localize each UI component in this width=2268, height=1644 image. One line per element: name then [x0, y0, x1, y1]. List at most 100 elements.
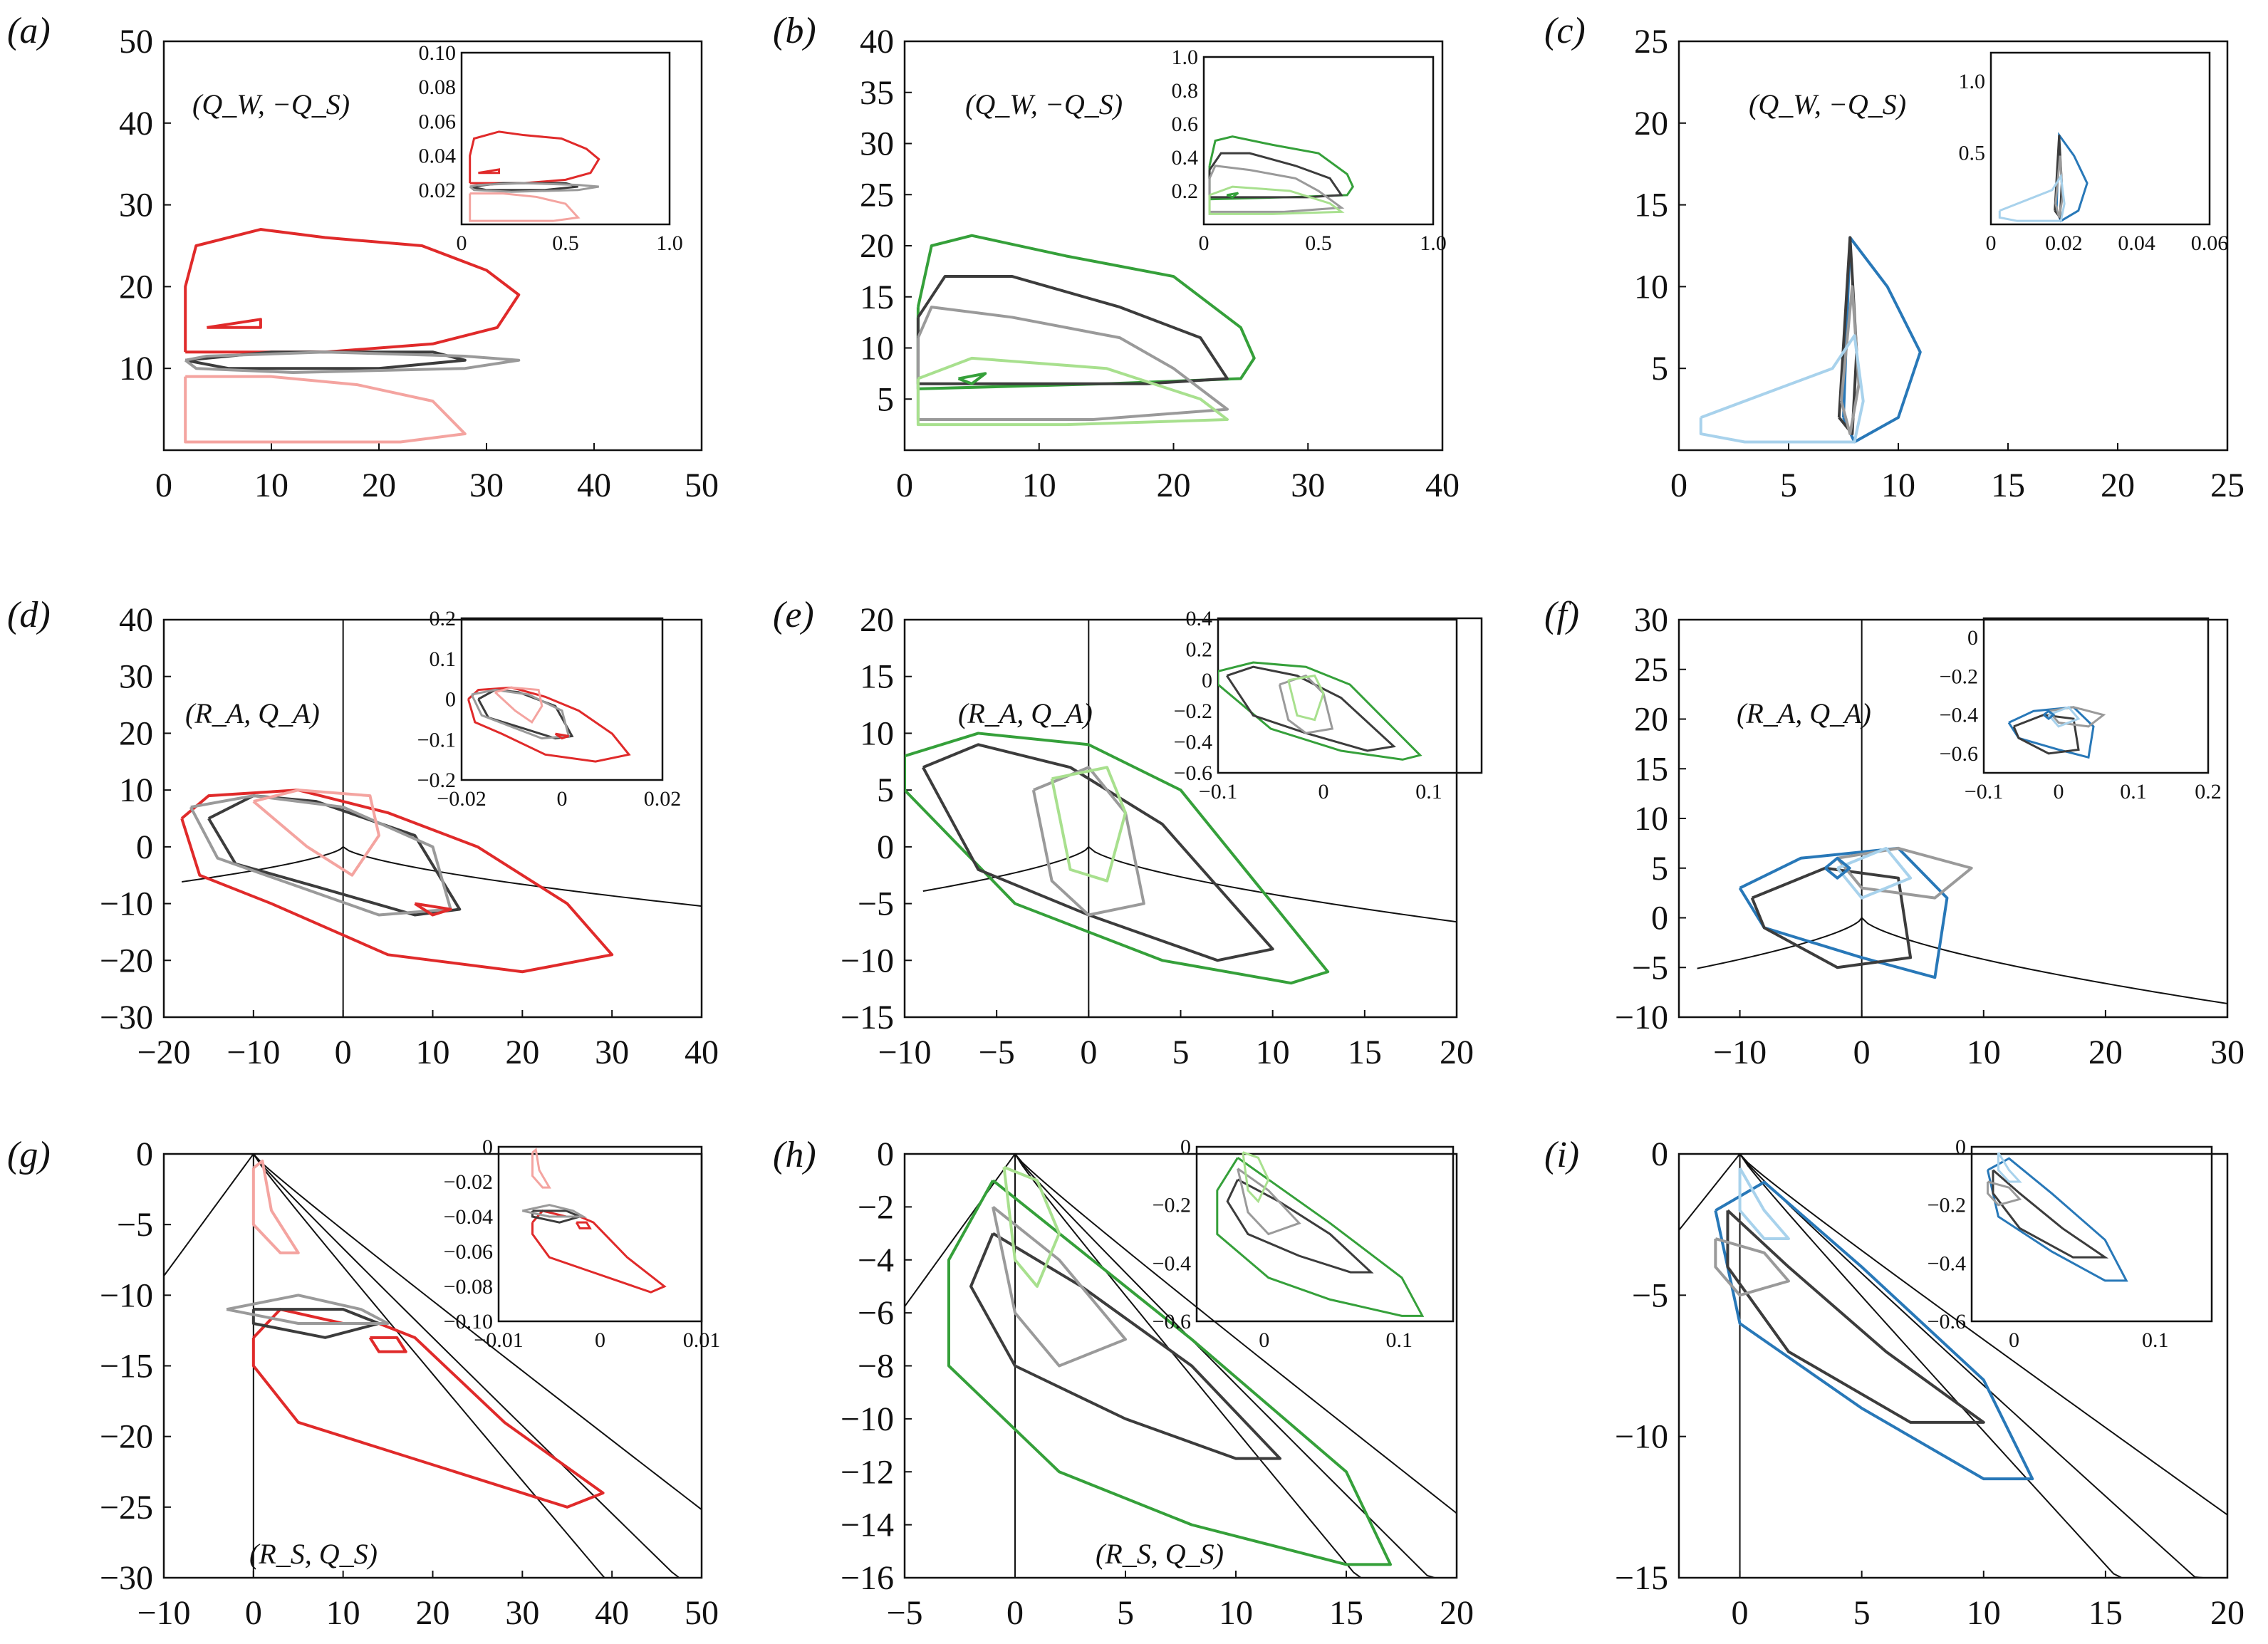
x-tick-label: 10	[1219, 1594, 1253, 1632]
x-tick-label: 20	[2210, 1594, 2244, 1632]
x-tick-label: 10	[416, 1034, 450, 1071]
series-blue-ring	[1824, 856, 1851, 880]
x-tick-label: 0	[896, 467, 913, 504]
variable-label: (R_A, Q_A)	[185, 697, 320, 729]
y-tick-label: −10	[100, 1276, 153, 1314]
inset-frame	[1217, 617, 1483, 774]
y-tick-label: −10	[841, 942, 894, 979]
y-tick-label: −8	[858, 1348, 894, 1385]
panel-a: 0 10 20 30 40 50 10 20 30 40 50 0 0.5 1.0 0.02 0.04 0.06…	[7, 11, 719, 504]
panel-c: 0 5 10 15 20 25 5 10 15 20 25 0 0.02 0.04 0.06 0.5 1.0 (c…	[1544, 11, 2244, 504]
inset-y-tick-label: 0	[1955, 1135, 1966, 1159]
inset-y-tick-label: 0.6	[1172, 113, 1199, 136]
series-lightgreen	[1050, 766, 1127, 883]
series-green-small	[957, 372, 987, 385]
inset-series-dark	[1226, 665, 1396, 752]
x-tick-label: 40	[577, 467, 611, 504]
inset-y-tick-label: 0.02	[419, 179, 457, 202]
invariant-curve-1	[1014, 1153, 1457, 1578]
invariant-curve-left	[904, 1153, 1016, 1307]
x-tick-label: 20	[1157, 467, 1191, 504]
inset-y-tick-label: −0.1	[417, 728, 456, 751]
y-tick-label: 5	[1651, 850, 1668, 888]
variable-label: (R_S, Q_S)	[249, 1538, 378, 1570]
y-tick-label: −20	[100, 1418, 153, 1456]
series-dark	[1726, 1209, 1985, 1424]
inset-x-tick-label: −0.1	[1965, 780, 2003, 803]
y-tick-label: −5	[1632, 949, 1668, 987]
x-tick-label: 30	[2210, 1034, 2244, 1071]
series-grey	[916, 306, 1229, 421]
x-tick-label: −5	[979, 1034, 1015, 1071]
y-tick-label: 30	[119, 658, 153, 696]
panel-h: −5 0 5 10 15 20 −16 −14 −12 −10 −8 −6 −4 −2 0 0 0.1 −0.6 −…	[773, 1135, 1474, 1632]
x-tick-label: 20	[2088, 1034, 2123, 1071]
x-tick-label: 10	[1881, 467, 1915, 504]
inset-y-tick-label: 0.06	[419, 110, 457, 133]
panel-label: (i)	[1544, 1135, 1579, 1175]
inset-y-tick-label: −0.6	[1153, 1310, 1191, 1333]
x-tick-label: 20	[1440, 1034, 1474, 1071]
y-tick-label: 0	[877, 1135, 894, 1173]
y-tick-label: 5	[877, 380, 894, 418]
x-tick-label: 30	[595, 1034, 629, 1071]
series-grey	[184, 350, 521, 374]
y-tick-label: 35	[860, 74, 894, 112]
x-tick-label: 10	[254, 467, 288, 504]
invariant-curve-left	[1678, 1153, 1741, 1231]
invariant-curve-left	[163, 1153, 254, 1276]
x-tick-label: 25	[2210, 467, 2244, 504]
series-blue	[1714, 1180, 2034, 1481]
inset-y-tick-label: 0	[445, 688, 456, 712]
invariant-curve-2	[1014, 1153, 1457, 1578]
series-dark	[916, 275, 1229, 385]
y-tick-label: −10	[100, 885, 153, 923]
inset-series-grey	[1237, 1167, 1301, 1236]
y-tick-label: 10	[119, 350, 153, 387]
inset-series-red	[469, 130, 600, 184]
y-tick-label: 10	[860, 714, 894, 752]
y-tick-label: −25	[100, 1489, 153, 1526]
inset-series-dark	[2012, 714, 2080, 755]
inset-x-tick-label: 0	[1259, 1328, 1269, 1352]
inset-x-tick-label: 0.01	[683, 1328, 721, 1352]
inset-series-pink	[469, 192, 581, 222]
series-lightgreen	[1002, 1165, 1061, 1288]
inset-x-tick-label: 0	[557, 787, 568, 811]
inset-x-tick-label: 0	[1318, 780, 1329, 803]
y-tick-label: −15	[100, 1348, 153, 1385]
inset-series-green-small	[1226, 192, 1239, 199]
y-tick-label: −14	[841, 1507, 894, 1544]
variable-label: (Q_W, −Q_S)	[192, 88, 350, 120]
inset-series-lightblue	[1998, 173, 2066, 222]
y-tick-label: 10	[119, 771, 153, 809]
x-tick-label: 15	[1329, 1594, 1363, 1632]
discriminant-curve-right	[1088, 846, 1457, 923]
y-tick-label: 0	[877, 828, 894, 866]
series-pink	[184, 375, 467, 444]
series-red-inner	[207, 318, 262, 329]
inset-x-tick-label: 0	[2054, 780, 2064, 803]
y-tick-label: −10	[1615, 999, 1668, 1036]
variable-label: (R_S, Q_S)	[1096, 1538, 1224, 1570]
y-tick-label: −16	[841, 1559, 894, 1597]
x-tick-label: 30	[1291, 467, 1325, 504]
plot-frame	[1677, 40, 2229, 452]
inset-series-grey	[521, 1204, 588, 1218]
inset-series-pink	[494, 686, 543, 724]
inset-x-tick-label: 0.04	[2118, 231, 2155, 255]
y-tick-label: 15	[1634, 750, 1668, 788]
panel-f: −10 0 10 20 30 −10 −5 0 5 10 15 20 25 30 −0.1 0 0.1 0.2 −0…	[1544, 595, 2244, 1071]
y-tick-label: 10	[1634, 268, 1668, 306]
panel-label: (a)	[7, 11, 51, 51]
y-tick-label: 0	[1651, 900, 1668, 937]
invariant-curve-0	[1739, 1153, 2228, 1516]
x-tick-label: 30	[469, 467, 504, 504]
x-tick-label: 20	[2101, 467, 2135, 504]
series-red-inner	[368, 1336, 407, 1353]
variable-label: (Q_W, −Q_S)	[965, 88, 1123, 120]
x-tick-label: 10	[1022, 467, 1056, 504]
inset-x-tick-label: 1.0	[656, 231, 683, 255]
inset-frame	[1982, 617, 2210, 774]
inset-y-tick-label: 0.8	[1172, 79, 1199, 103]
